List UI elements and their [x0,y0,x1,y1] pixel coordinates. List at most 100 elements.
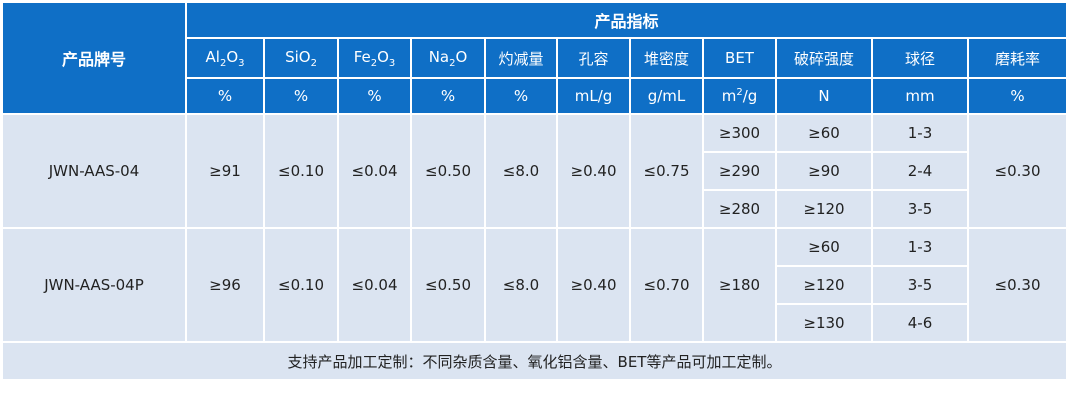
cell-text: ≤0.30 [994,276,1041,294]
column-unit: g/mL [629,77,704,115]
column-name: 孔容 [556,37,631,79]
text-part: O [377,47,389,66]
bet-cell: ≥300 [702,113,777,153]
column-name: 堆密度 [629,37,704,79]
value-cell: ≤0.04 [337,113,412,229]
column-unit: mL/g [556,77,631,115]
cell-text: ≥0.40 [570,276,617,294]
wear-cell: ≤0.30 [966,113,1067,229]
column-name: 灼减量 [484,37,558,79]
diameter-cell: 4-6 [871,303,969,343]
cell-text: 4-6 [907,314,933,332]
script-text: 2 [370,57,378,69]
diameter-cell: 1-3 [871,227,969,267]
cell-text: ≤0.10 [278,162,324,180]
column-unit: % [966,77,1067,115]
cell-text: ≤0.30 [994,162,1041,180]
value-cell: ≤0.04 [337,227,412,343]
diameter-cell: 2-4 [871,151,969,191]
cell-text: ≥96 [209,276,241,294]
script-text: 3 [388,57,396,69]
text-part: O [226,47,239,66]
diameter-cell: 1-3 [871,113,969,153]
spec-table: 产品牌号 产品指标 Al2O3 SiO2 Fe2O3 Na2O 灼减量 孔容 堆密度 BET 破碎强… [0,1,1067,381]
text-part: % [1010,87,1025,105]
text-part: N [818,87,830,105]
cell-text: ≥120 [803,276,845,294]
table-row: JWN-AAS-04P ≥96 ≤0.10 ≤0.04 ≤0.50 ≤8.0 ≥0.40 ≤0… [1,227,1067,343]
text-part: % [217,87,233,105]
text-part: mm [905,87,935,105]
cell-text: ≤0.10 [278,276,324,294]
cell-text: ≤0.50 [425,276,471,294]
group-header: 产品指标 [184,1,1067,39]
cell-text: 1-3 [907,238,933,256]
diameter-cell: 3-5 [871,265,969,305]
cell-text: ≥91 [209,162,241,180]
column-name: 球径 [871,37,969,79]
value-cell: ≤0.50 [410,227,486,343]
bet-cell: ≥180 [702,227,777,343]
text-part: Fe [353,47,371,66]
value-cell: ≤0.70 [629,227,704,343]
cell-text: ≤0.50 [425,162,471,180]
cell-text: ≤0.75 [643,162,690,180]
cell-text: ≥60 [808,124,840,142]
bet-cell: ≥290 [702,151,777,191]
value-cell: ≥91 [185,113,265,229]
column-unit: % [185,77,265,115]
cell-text: 3-5 [907,276,933,294]
column-name: BET [702,37,777,79]
value-cell: ≤0.50 [410,113,486,229]
text-part: % [293,87,309,105]
script-text: 2 [310,57,317,69]
table-row: ≥280 ≥120 3-5 [2,189,1067,229]
table-row: ≥120 3-5 [2,265,1067,305]
value-cell: ≤8.0 [484,113,558,229]
footer-text: 支持产品加工定制：不同杂质含量、氧化铝含量、BET等产品可加工定制。 [287,352,782,371]
value-cell: ≤0.10 [263,113,339,229]
text-part: mL/g [574,87,613,105]
table-row: 产品牌号 产品指标 [1,1,1067,115]
cell-text: ≤8.0 [502,162,540,180]
footer-note: 支持产品加工定制：不同杂质含量、氧化铝含量、BET等产品可加工定制。 [0,341,1067,381]
text-part: m [721,87,737,105]
column-name: Fe2O3 [337,37,412,79]
value-cell: ≥0.40 [556,227,631,343]
value-cell: ≤0.75 [629,113,704,229]
column-name: 破碎强度 [775,37,873,79]
strength-cell: ≥60 [775,113,873,153]
cell-text: ≥120 [803,200,845,218]
value-cell: ≥96 [185,227,265,343]
strength-cell: ≥60 [775,227,873,267]
table-row: JWN-AAS-04 ≥91 ≤0.10 ≤0.04 ≤0.50 ≤8.0 ≥0.40 ≤0.… [1,113,1067,229]
column-name: 磨耗率 [966,37,1067,79]
product-cell: JWN-AAS-04 [1,113,187,229]
column-unit: % [484,77,558,115]
script-text: 3 [238,57,245,69]
cell-text: ≥130 [803,314,845,332]
text-part: Al [205,47,220,66]
bet-cell: ≥280 [702,189,777,229]
script-text: 2 [736,87,743,98]
text-part: /g [742,87,758,105]
text-part: Na [428,47,450,66]
text-part: SiO [285,47,311,66]
text-part: g/mL [647,87,686,105]
table-row: ≥290 ≥90 2-4 [2,151,1067,191]
text-part: 破碎强度 [793,49,854,68]
text-part: % [513,87,529,105]
value-cell: ≤8.0 [484,227,558,343]
strength-cell: ≥120 [775,265,873,305]
wear-cell: ≤0.30 [966,227,1067,343]
column-unit: % [410,77,486,115]
table-row: ≥130 4-6 [2,303,1067,343]
cell-text: ≥280 [718,200,761,218]
strength-cell: ≥130 [775,303,873,343]
column-name: Na2O [410,37,486,79]
column-unit: % [263,77,339,115]
column-unit: m2/g [702,77,777,115]
diameter-cell: 3-5 [871,189,969,229]
column-unit: N [775,77,873,115]
